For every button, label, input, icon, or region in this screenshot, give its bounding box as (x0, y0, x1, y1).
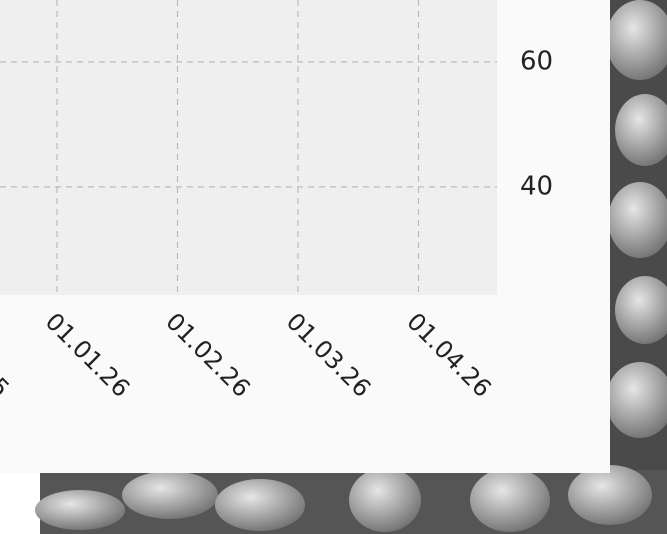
plot-area (0, 0, 497, 295)
y-tick-label: 60 (520, 46, 553, 76)
y-tick-label: 40 (520, 171, 553, 201)
chart: 406001.12.2501.01.2601.02.2601.03.2601.0… (0, 0, 667, 534)
page: 406001.12.2501.01.2601.02.2601.03.2601.0… (0, 0, 667, 534)
